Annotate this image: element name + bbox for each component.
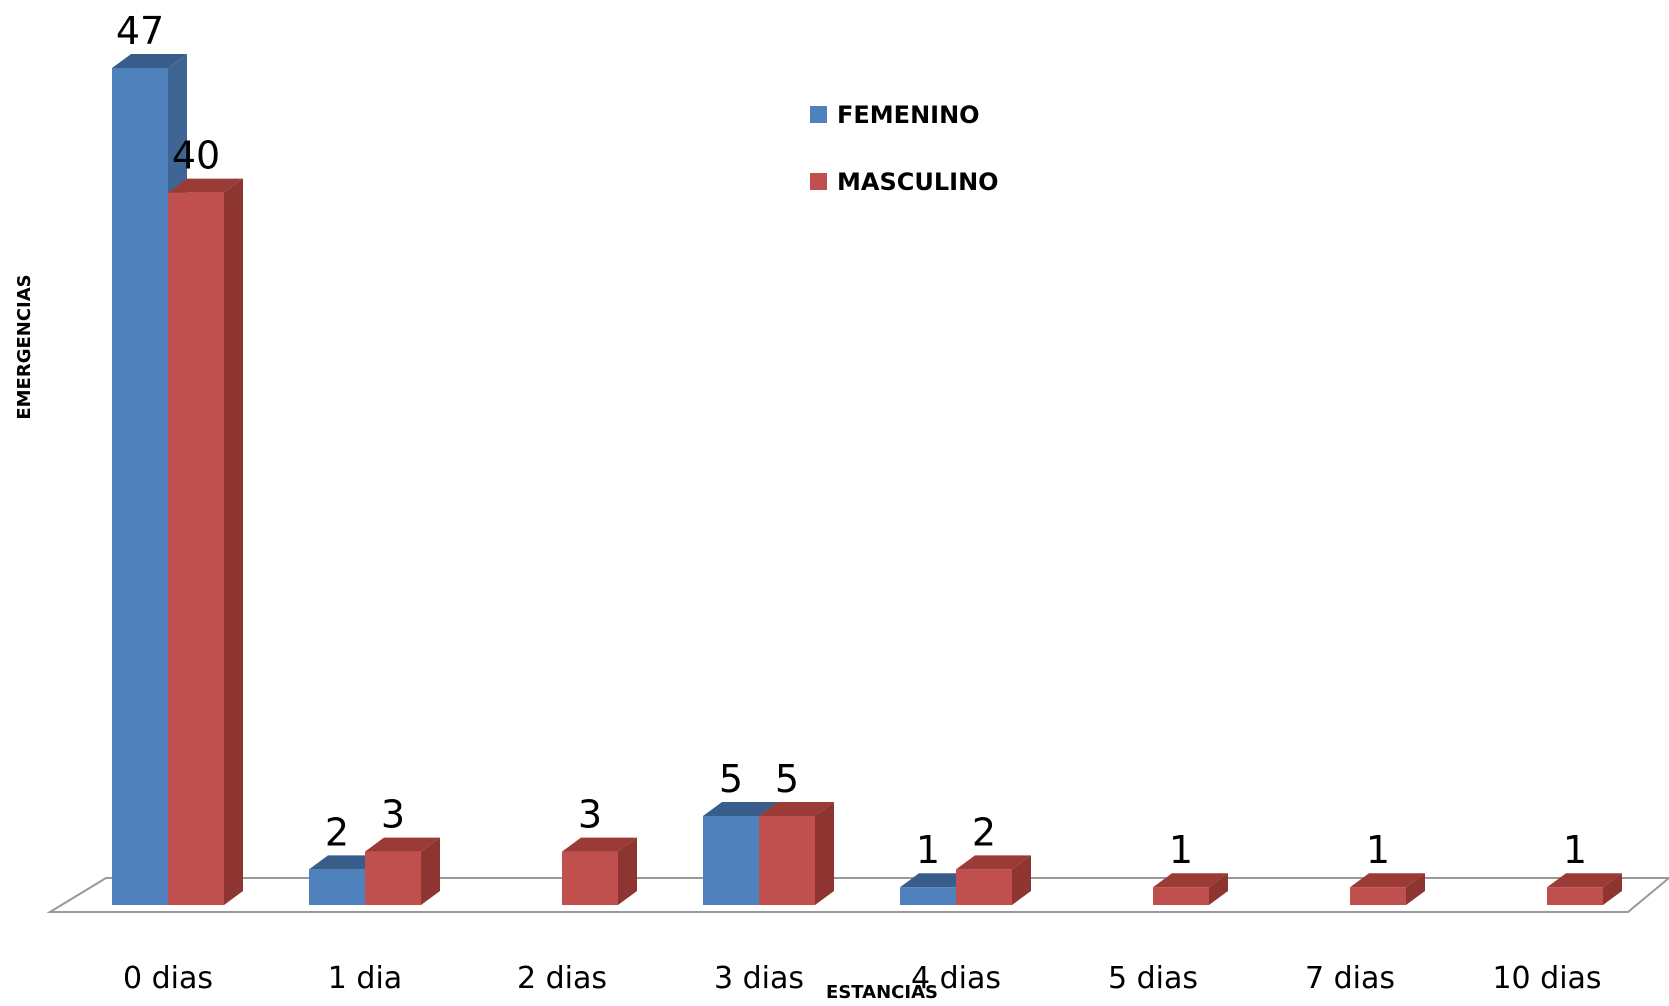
x-tick-2: 2 dias	[517, 961, 607, 996]
data-label-femenino-3: 5	[719, 757, 743, 801]
data-label-masculino-3: 5	[775, 757, 799, 801]
bar-masculino-1	[365, 837, 440, 905]
bar-masculino-0	[168, 178, 243, 906]
data-label-masculino-1: 3	[381, 793, 405, 837]
x-tick-0: 0 dias	[123, 961, 213, 996]
bar-masculino-4	[956, 855, 1031, 905]
legend: FEMENINO MASCULINO	[810, 101, 999, 196]
legend-label-masculino: MASCULINO	[837, 168, 999, 196]
data-label-masculino-2: 3	[578, 793, 602, 837]
legend-swatch-femenino	[810, 106, 827, 123]
bar-masculino-3	[759, 801, 834, 905]
data-label-femenino-0: 47	[116, 9, 164, 53]
x-tick-3: 3 dias	[714, 961, 804, 996]
data-label-femenino-4: 1	[916, 828, 940, 872]
data-label-masculino-7: 1	[1563, 828, 1587, 872]
x-tick-4: 4 dias	[911, 961, 1001, 996]
x-tick-5: 5 dias	[1108, 961, 1198, 996]
data-label-masculino-4: 2	[972, 810, 996, 854]
x-axis-tick-labels: 0 dias 1 dia 2 dias 3 dias 4 dias 5 dias 7 dia…	[123, 961, 1602, 996]
legend-label-femenino: FEMENINO	[837, 101, 980, 129]
x-axis-title: ESTANCIAS	[826, 982, 938, 1003]
x-tick-7: 10 dias	[1492, 961, 1601, 996]
chart-floor	[46, 877, 1669, 913]
data-label-masculino-6: 1	[1366, 828, 1390, 872]
bar-masculino-7	[1547, 873, 1622, 905]
bars-layer	[112, 54, 1622, 906]
legend-swatch-masculino	[810, 173, 827, 190]
x-tick-6: 7 dias	[1305, 961, 1395, 996]
bar-masculino-5	[1153, 873, 1228, 905]
data-label-masculino-0: 40	[172, 134, 220, 178]
bar-masculino-2	[562, 837, 637, 905]
bar-masculino-6	[1350, 873, 1425, 905]
data-label-femenino-1: 2	[325, 810, 349, 854]
x-tick-1: 1 dia	[328, 961, 402, 996]
y-axis-title: EMERGENCIAS	[14, 274, 35, 419]
data-label-masculino-5: 1	[1169, 828, 1193, 872]
